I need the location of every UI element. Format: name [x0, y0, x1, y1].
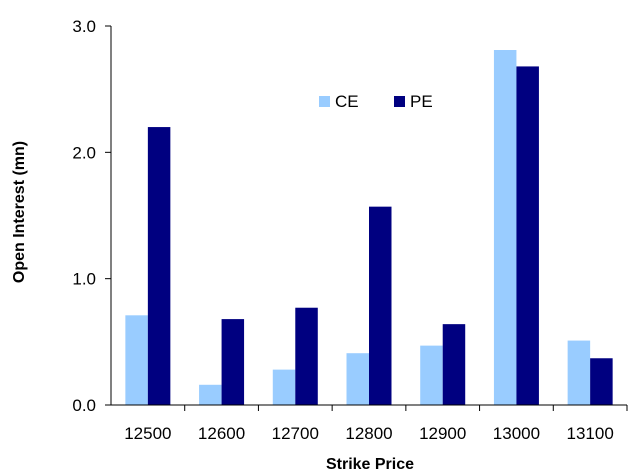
x-tick-label: 12900 — [419, 424, 466, 443]
y-ticks-group: 0.0 1.0 2.0 3.0 — [72, 17, 111, 415]
x-tick-label: 12800 — [345, 424, 392, 443]
legend-label-ce: CE — [335, 92, 359, 111]
x-axis-title: Strike Price — [326, 456, 414, 473]
bar-pe-12600 — [221, 319, 245, 405]
x-tick-label: 12600 — [198, 424, 245, 443]
bar-pe-12700 — [295, 307, 318, 405]
bar-pe-13000 — [516, 66, 539, 405]
y-tick-label: 3.0 — [72, 17, 96, 36]
x-tick-label: 12700 — [272, 424, 319, 443]
bar-ce-13000 — [493, 50, 517, 406]
legend-swatch-pe — [394, 96, 405, 107]
y-tick-label: 0.0 — [72, 396, 96, 415]
bar-ce-12500 — [125, 315, 148, 405]
bar-ce-13100 — [567, 340, 591, 405]
y-tick-label: 1.0 — [72, 270, 96, 289]
legend: CE PE — [319, 92, 433, 111]
y-tick-label: 2.0 — [72, 143, 96, 162]
bar-ce-12900 — [420, 345, 443, 405]
legend-label-pe: PE — [410, 92, 433, 111]
bar-pe-13100 — [590, 358, 613, 405]
bars-group — [125, 50, 613, 406]
axes-group — [110, 26, 627, 406]
bar-pe-12900 — [442, 324, 466, 405]
bar-ce-12800 — [346, 353, 369, 405]
bar-pe-12500 — [147, 127, 171, 406]
bar-pe-12800 — [369, 206, 392, 405]
x-tick-label: 13000 — [493, 424, 540, 443]
legend-swatch-ce — [319, 96, 330, 107]
x-tick-label: 12500 — [124, 424, 171, 443]
x-ticks-group: 12500 12600 12700 12800 12900 13000 13100 — [124, 405, 628, 443]
x-tick-label: 13100 — [567, 424, 614, 443]
bar-ce-12700 — [272, 369, 296, 405]
bar-ce-12600 — [199, 384, 222, 405]
y-axis-title: Open Interest (mn) — [11, 141, 28, 283]
